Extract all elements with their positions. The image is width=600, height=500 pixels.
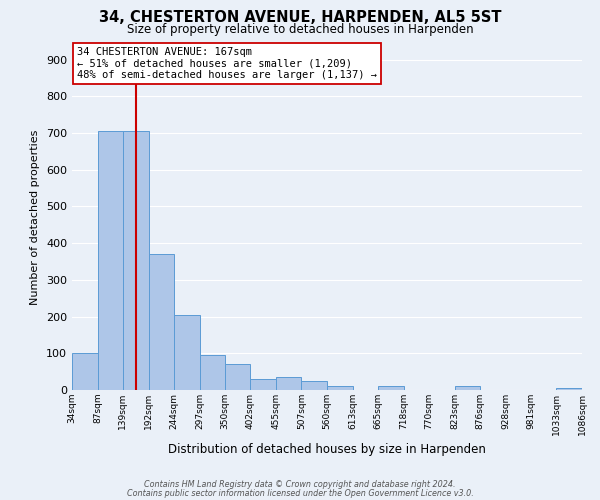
Bar <box>98 131 123 390</box>
Bar <box>123 131 149 390</box>
Bar <box>455 386 480 390</box>
Bar <box>250 379 276 390</box>
Bar <box>378 386 404 390</box>
Text: Size of property relative to detached houses in Harpenden: Size of property relative to detached ho… <box>127 22 473 36</box>
Bar <box>72 354 98 390</box>
Bar <box>199 355 225 390</box>
Bar <box>225 364 250 390</box>
Bar <box>327 386 353 390</box>
Y-axis label: Number of detached properties: Number of detached properties <box>31 130 40 305</box>
Text: Contains public sector information licensed under the Open Government Licence v3: Contains public sector information licen… <box>127 489 473 498</box>
Bar <box>301 381 327 390</box>
Text: Contains HM Land Registry data © Crown copyright and database right 2024.: Contains HM Land Registry data © Crown c… <box>144 480 456 489</box>
Text: 34 CHESTERTON AVENUE: 167sqm
← 51% of detached houses are smaller (1,209)
48% of: 34 CHESTERTON AVENUE: 167sqm ← 51% of de… <box>77 46 377 80</box>
Text: 34, CHESTERTON AVENUE, HARPENDEN, AL5 5ST: 34, CHESTERTON AVENUE, HARPENDEN, AL5 5S… <box>99 10 501 25</box>
Bar <box>174 315 199 390</box>
X-axis label: Distribution of detached houses by size in Harpenden: Distribution of detached houses by size … <box>168 443 486 456</box>
Bar <box>149 254 174 390</box>
Bar <box>276 377 301 390</box>
Bar <box>556 388 582 390</box>
